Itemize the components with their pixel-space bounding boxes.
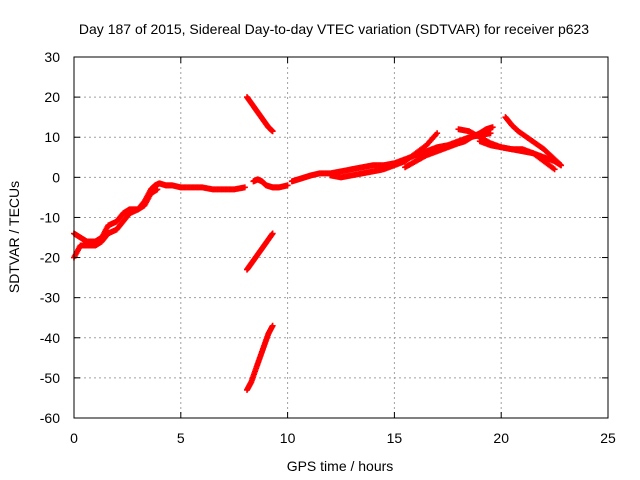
y-tick-label: -60 <box>40 410 60 426</box>
series-peak-drop-2 <box>502 114 565 169</box>
y-tick-label: -30 <box>40 290 60 306</box>
series-outlier-mid <box>244 230 276 273</box>
data-point <box>434 130 441 137</box>
data-layer <box>71 94 565 393</box>
data-point <box>269 230 276 237</box>
data-point <box>269 128 276 135</box>
data-point <box>489 124 496 131</box>
y-tick-label: 0 <box>52 169 60 185</box>
data-point <box>269 322 276 329</box>
series-main-trend-lower <box>71 186 161 261</box>
tick-layer <box>73 56 609 419</box>
y-tick-label: -50 <box>40 370 60 386</box>
x-axis-label: GPS time / hours <box>287 458 394 474</box>
data-point <box>154 186 161 193</box>
series-mid-gap <box>250 176 291 191</box>
y-tick-label: -10 <box>40 209 60 225</box>
data-point <box>241 184 248 191</box>
x-tick-label: 10 <box>280 430 296 446</box>
plot-frame <box>73 56 609 419</box>
series-outlier-low <box>244 322 276 393</box>
x-tick-label: 20 <box>493 430 509 446</box>
data-point <box>551 166 558 173</box>
chart-title: Day 187 of 2015, Sidereal Day-to-day VTE… <box>79 21 589 37</box>
x-tick-label: 15 <box>387 430 403 446</box>
y-tick-label: -20 <box>40 250 60 266</box>
data-point <box>284 182 291 189</box>
y-tick-label: 30 <box>44 49 60 65</box>
series-peak-drop-3 <box>476 138 558 173</box>
series-rising-2 <box>327 130 441 181</box>
y-tick-label: 20 <box>44 89 60 105</box>
x-tick-label: 0 <box>70 430 78 446</box>
data-point <box>487 130 494 137</box>
y-tick-label: 10 <box>44 129 60 145</box>
y-tick-label: -40 <box>40 330 60 346</box>
series-outlier-high <box>244 94 276 135</box>
data-point <box>558 162 565 169</box>
label-layer: 0 5 10 15 20 25 -60 -50 -40 -30 -20 -10 0 10 20 30 <box>40 49 616 446</box>
grid-layer <box>74 57 608 418</box>
x-tick-label: 5 <box>177 430 185 446</box>
data-point <box>556 161 563 168</box>
y-axis-label: SDTVAR / TECUs <box>6 181 22 293</box>
x-tick-label: 25 <box>600 430 616 446</box>
